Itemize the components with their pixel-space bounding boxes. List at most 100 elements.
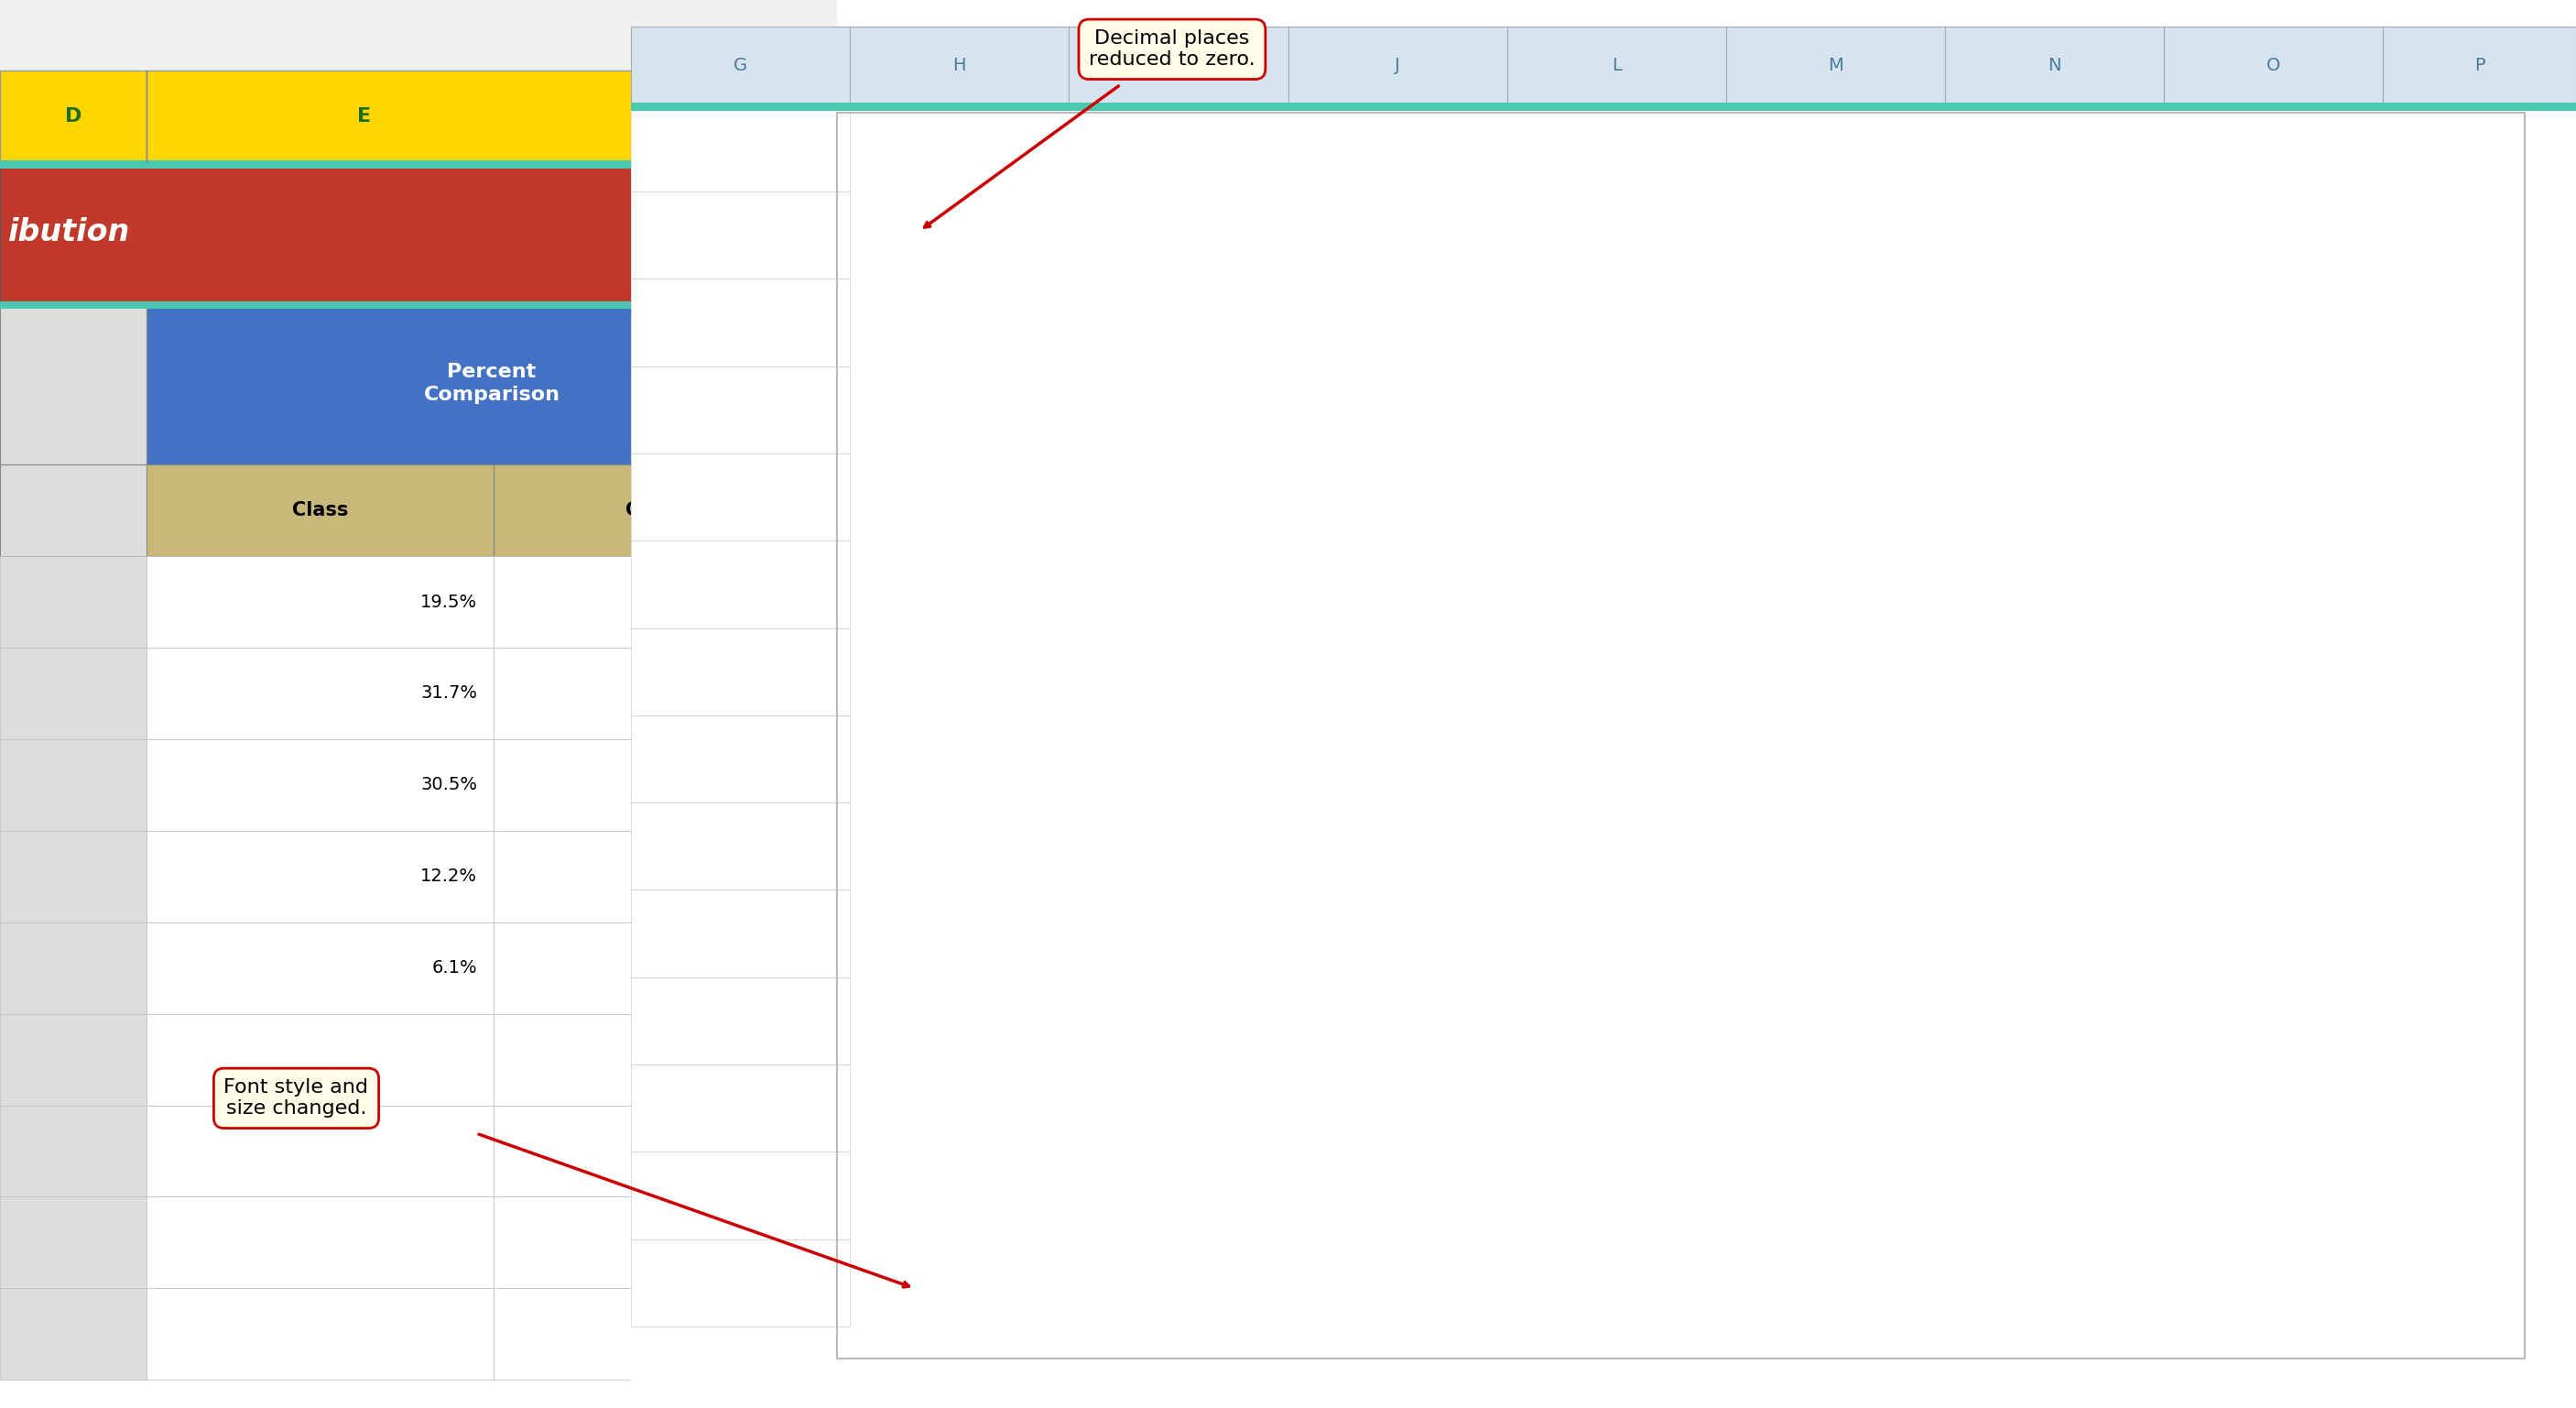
FancyBboxPatch shape (147, 739, 495, 831)
Text: M: M (1829, 56, 1842, 75)
FancyBboxPatch shape (631, 890, 850, 977)
Text: E: E (358, 107, 371, 125)
FancyBboxPatch shape (1507, 27, 1726, 104)
FancyBboxPatch shape (0, 556, 147, 648)
Text: 30.5%: 30.5% (420, 776, 477, 794)
FancyBboxPatch shape (147, 465, 495, 556)
Text: H: H (953, 56, 966, 75)
Text: ibution: ibution (8, 217, 131, 248)
FancyBboxPatch shape (631, 104, 850, 191)
Bar (1046, 483, 1157, 1267)
FancyBboxPatch shape (631, 27, 850, 104)
Bar (1819, 884, 1932, 1267)
Text: 30.0%: 30.0% (765, 684, 819, 703)
FancyBboxPatch shape (0, 1197, 147, 1288)
Text: 15.0%: 15.0% (762, 867, 819, 886)
FancyBboxPatch shape (147, 556, 495, 648)
Text: 5.0%: 5.0% (775, 959, 819, 977)
FancyBboxPatch shape (631, 453, 850, 541)
Bar (1229, 273, 1340, 1267)
Text: College: College (626, 501, 706, 520)
Text: Decimal places
reduced to zero.: Decimal places reduced to zero. (1090, 30, 1255, 69)
FancyBboxPatch shape (0, 70, 147, 162)
FancyBboxPatch shape (631, 1239, 850, 1326)
Title: Grade Distribution  Comparison: Grade Distribution Comparison (1319, 115, 1953, 151)
FancyBboxPatch shape (631, 1152, 850, 1239)
FancyBboxPatch shape (147, 831, 495, 922)
Text: J: J (1394, 56, 1401, 75)
FancyBboxPatch shape (0, 648, 147, 739)
FancyBboxPatch shape (631, 977, 850, 1064)
FancyBboxPatch shape (0, 831, 147, 922)
Legend: Class, College: Class, College (2169, 627, 2396, 765)
FancyBboxPatch shape (0, 303, 147, 465)
Text: Percent
Comparison: Percent Comparison (422, 363, 559, 404)
Bar (1340, 325, 1453, 1267)
FancyBboxPatch shape (631, 191, 850, 279)
FancyBboxPatch shape (0, 162, 837, 303)
Bar (1522, 310, 1636, 1267)
FancyBboxPatch shape (631, 715, 850, 803)
FancyBboxPatch shape (2383, 27, 2576, 104)
FancyBboxPatch shape (1726, 27, 1945, 104)
Text: F: F (659, 107, 672, 125)
FancyBboxPatch shape (631, 103, 2576, 111)
FancyBboxPatch shape (0, 301, 837, 308)
FancyBboxPatch shape (2164, 27, 2383, 104)
FancyBboxPatch shape (631, 104, 2576, 1408)
FancyBboxPatch shape (631, 279, 850, 366)
FancyBboxPatch shape (0, 1105, 147, 1197)
Text: 31.7%: 31.7% (420, 684, 477, 703)
Bar (2226, 1111, 2339, 1267)
Text: Class: Class (291, 501, 348, 520)
FancyBboxPatch shape (495, 1014, 837, 1105)
Text: I: I (1177, 56, 1180, 75)
Text: 25.0%: 25.0% (762, 776, 819, 794)
FancyBboxPatch shape (495, 1105, 837, 1197)
FancyBboxPatch shape (0, 1288, 147, 1380)
FancyBboxPatch shape (495, 648, 837, 739)
Text: 25.0%: 25.0% (762, 593, 819, 611)
FancyBboxPatch shape (1945, 27, 2164, 104)
FancyBboxPatch shape (1069, 27, 1288, 104)
FancyBboxPatch shape (147, 1197, 495, 1288)
FancyBboxPatch shape (495, 739, 837, 831)
Bar (1932, 797, 2043, 1267)
Text: 12.2%: 12.2% (420, 867, 477, 886)
Text: L: L (1613, 56, 1620, 75)
Bar (933, 655, 1046, 1267)
FancyBboxPatch shape (0, 465, 147, 556)
Text: P: P (2473, 56, 2486, 75)
FancyBboxPatch shape (147, 1105, 495, 1197)
FancyBboxPatch shape (147, 70, 837, 162)
Text: G: G (734, 56, 747, 75)
Bar (2115, 1076, 2226, 1267)
FancyBboxPatch shape (631, 628, 850, 715)
Text: O: O (2267, 56, 2280, 75)
FancyBboxPatch shape (495, 922, 837, 1014)
FancyBboxPatch shape (0, 739, 147, 831)
FancyBboxPatch shape (495, 556, 837, 648)
FancyBboxPatch shape (850, 27, 1069, 104)
Text: 19.5%: 19.5% (420, 593, 477, 611)
FancyBboxPatch shape (495, 831, 837, 922)
Text: D: D (64, 107, 82, 125)
FancyBboxPatch shape (147, 1014, 495, 1105)
FancyBboxPatch shape (147, 648, 495, 739)
FancyBboxPatch shape (0, 161, 837, 169)
FancyBboxPatch shape (495, 1197, 837, 1288)
FancyBboxPatch shape (147, 922, 495, 1014)
FancyBboxPatch shape (0, 162, 837, 173)
FancyBboxPatch shape (495, 465, 837, 556)
FancyBboxPatch shape (147, 303, 837, 465)
FancyBboxPatch shape (0, 1014, 147, 1105)
Bar (1636, 483, 1749, 1267)
FancyBboxPatch shape (631, 803, 850, 890)
FancyBboxPatch shape (631, 366, 850, 453)
FancyBboxPatch shape (1288, 27, 1507, 104)
Text: N: N (2048, 56, 2061, 75)
Text: 6.1%: 6.1% (433, 959, 477, 977)
Text: Font style and
size changed.: Font style and size changed. (224, 1079, 368, 1118)
FancyBboxPatch shape (631, 541, 850, 628)
FancyBboxPatch shape (0, 922, 147, 1014)
